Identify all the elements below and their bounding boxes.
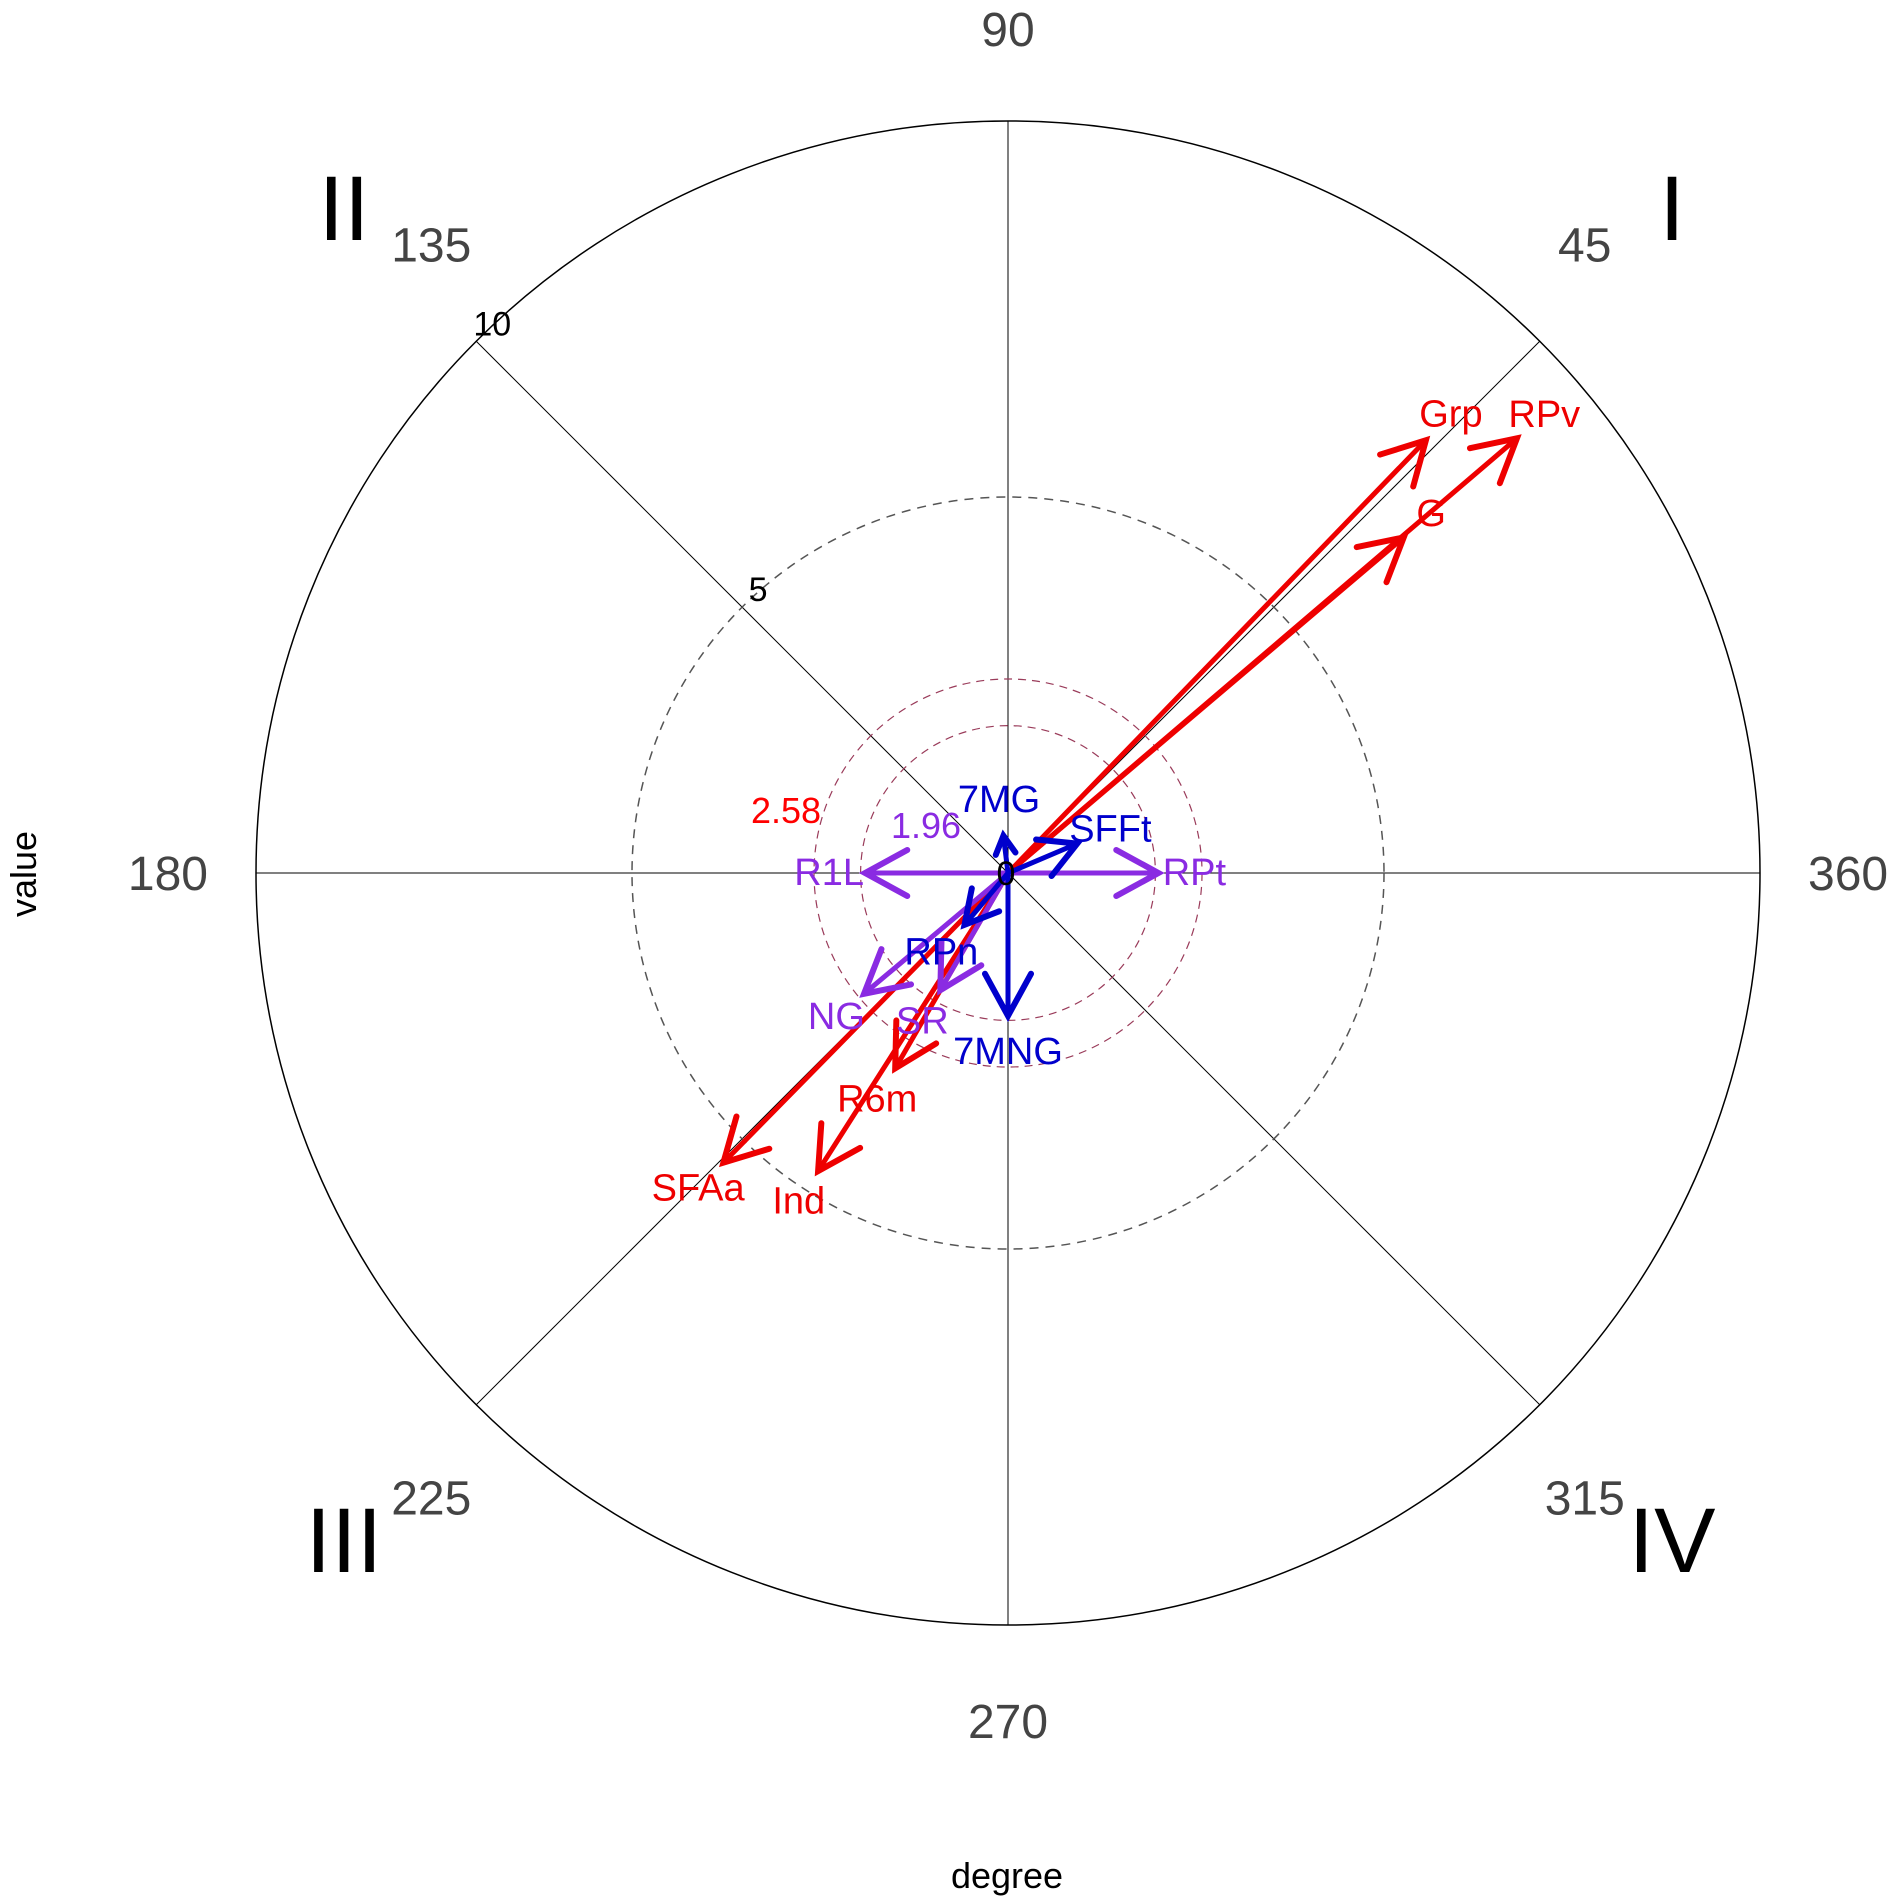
degree-tick-45: 45 [1558, 219, 1611, 272]
vector-head-Grp [1377, 435, 1431, 490]
quadrant-label-IV: IV [1629, 1490, 1716, 1592]
vector-label-G: G [1416, 493, 1446, 535]
vector-head-7MNG [981, 970, 1035, 1023]
ring-5 [631, 496, 1385, 1250]
degree-tick-180: 180 [128, 848, 208, 901]
threshold-circle-2.58 [813, 678, 1203, 1068]
vector-label-Ind: Ind [772, 1180, 825, 1222]
vector-SR: SR [896, 870, 1011, 1042]
vector-head-NG [859, 946, 915, 998]
threshold-label-1.96: 1.96 [891, 805, 961, 846]
degree-tick-225: 225 [391, 1473, 471, 1526]
vector-label-RPt: RPt [1163, 852, 1227, 894]
vector-head-SFAa [718, 1113, 773, 1168]
vector-7MG: 7MG [958, 779, 1040, 876]
ring-value-label-5: 5 [749, 571, 768, 609]
vector-shaft-SR [937, 870, 1011, 993]
vector-head-R6m [892, 1017, 940, 1074]
vector-R1L: R1L [794, 846, 1011, 900]
vector-shaft-NG [861, 870, 1011, 997]
ring-value-label-10: 10 [473, 305, 511, 343]
vector-label-NG: NG [808, 996, 865, 1038]
degree-tick-270: 270 [968, 1696, 1048, 1749]
vector-label-7MG: 7MG [958, 779, 1040, 821]
quadrant-label-I: I [1659, 158, 1685, 260]
vector-G: G [1005, 493, 1446, 876]
vector-head-7MG [992, 829, 1019, 858]
vector-shaft-7MG [1000, 833, 1011, 876]
vector-head-G [1353, 533, 1409, 586]
vector-label-RPn: RPn [904, 931, 978, 973]
vector-label-RPv: RPv [1508, 394, 1580, 436]
vector-shaft-G [1005, 534, 1407, 876]
vector-shaft-Grp [1005, 437, 1429, 876]
degree-tick-360: 360 [1808, 848, 1888, 901]
y-axis-title: value [3, 831, 44, 917]
vector-label-7MNG: 7MNG [953, 1031, 1063, 1073]
degree-tick-135: 135 [391, 219, 471, 272]
vector-arrows: Grp RPv G SFAa Ind R6m R1L RPt NG SR 7MG SFFt RPn 7MN… [652, 393, 1581, 1222]
vector-Grp: Grp [1005, 393, 1483, 876]
vector-head-SR [937, 939, 985, 996]
vector-label-SFAa: SFAa [652, 1167, 746, 1209]
vector-label-SFFt: SFFt [1069, 809, 1152, 851]
vector-head-SFFt [1033, 836, 1083, 880]
vector-7MNG: 7MNG [953, 870, 1063, 1073]
vector-SFFt: SFFt [1005, 809, 1152, 880]
vector-head-RPn [960, 885, 1003, 930]
vector-label-Grp: Grp [1419, 393, 1482, 435]
vector-shaft-SFAa [720, 870, 1011, 1166]
threshold-label-2.58: 2.58 [751, 790, 821, 831]
vector-label-R1L: R1L [794, 852, 864, 894]
vector-shaft-RPn [961, 870, 1011, 928]
vector-SFAa: SFAa [652, 870, 1011, 1209]
degree-tick-90: 90 [981, 4, 1034, 57]
vector-RPn: RPn [904, 870, 1011, 973]
quadrant-label-II: II [318, 158, 369, 260]
vector-head-RPv [1466, 434, 1522, 487]
x-axis-title: degree [951, 1855, 1063, 1896]
degree-tick-315: 315 [1545, 1473, 1625, 1526]
vector-head-R1L [858, 846, 911, 900]
vector-label-R6m: R6m [837, 1079, 917, 1121]
vector-label-SR: SR [896, 1000, 949, 1042]
vector-shaft-SFFt [1005, 841, 1080, 876]
center-value-label: 0 [997, 855, 1016, 893]
vector-RPt: RPt [1005, 846, 1227, 900]
vector-head-Ind [814, 1120, 864, 1177]
vector-NG: NG [808, 870, 1011, 1038]
vector-head-RPt [1113, 846, 1165, 900]
quadrant-label-III: III [306, 1490, 383, 1592]
